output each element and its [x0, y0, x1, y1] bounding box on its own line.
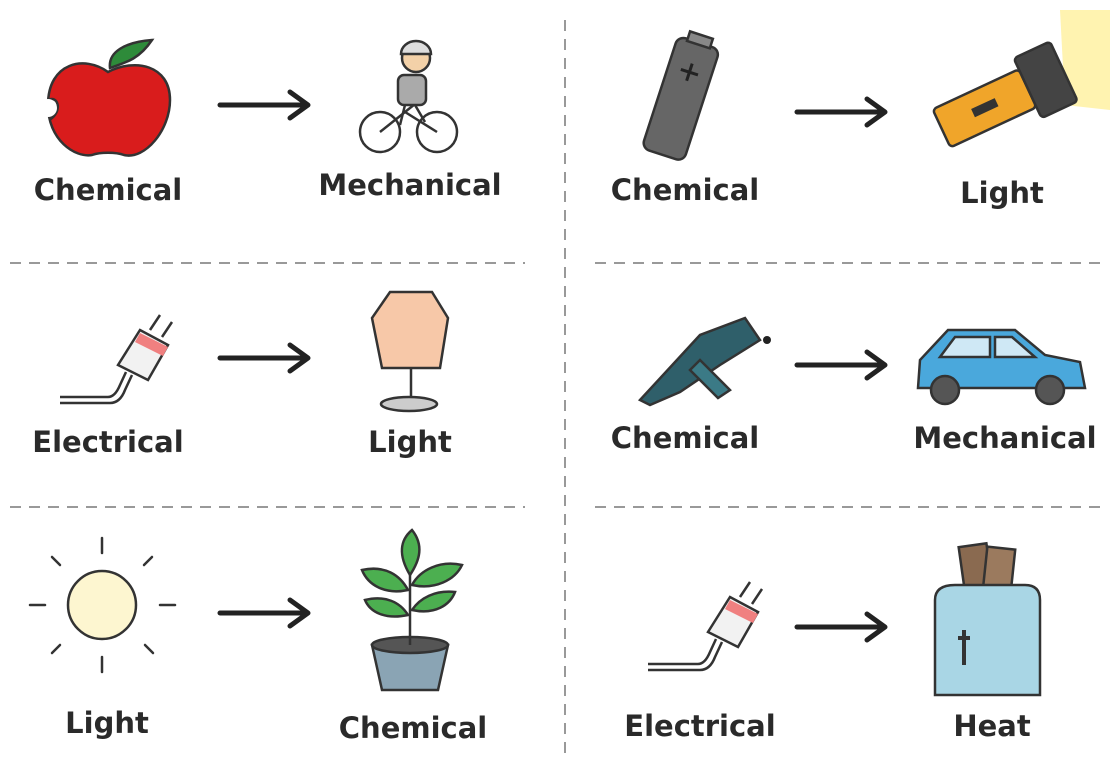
plug-icon — [60, 315, 172, 403]
target-label: Chemical — [339, 711, 487, 745]
plant-icon — [362, 530, 462, 690]
cyclist-icon — [360, 41, 457, 152]
source-label: Chemical — [611, 173, 759, 207]
target-label: Light — [960, 176, 1044, 210]
source-label: Chemical — [611, 421, 759, 455]
lamp-icon — [372, 292, 448, 411]
apple-icon — [39, 40, 170, 156]
source-label: Chemical — [34, 173, 182, 207]
plug-icon — [648, 582, 762, 670]
flashlight-icon — [928, 10, 1110, 158]
energy-diagram: Chemical Mechanical Electrical Light Lig… — [0, 0, 1110, 760]
source-label: Electrical — [624, 709, 775, 743]
source-label: Light — [65, 706, 149, 740]
toaster-icon — [935, 543, 1040, 695]
car-icon — [918, 330, 1085, 404]
target-label: Mechanical — [318, 168, 501, 202]
target-label: Mechanical — [913, 421, 1096, 455]
battery-icon — [642, 28, 723, 161]
target-label: Heat — [953, 709, 1031, 743]
fuel-nozzle-icon — [640, 318, 771, 405]
source-label: Electrical — [32, 425, 183, 459]
sun-icon — [30, 538, 175, 672]
target-label: Light — [368, 425, 452, 459]
